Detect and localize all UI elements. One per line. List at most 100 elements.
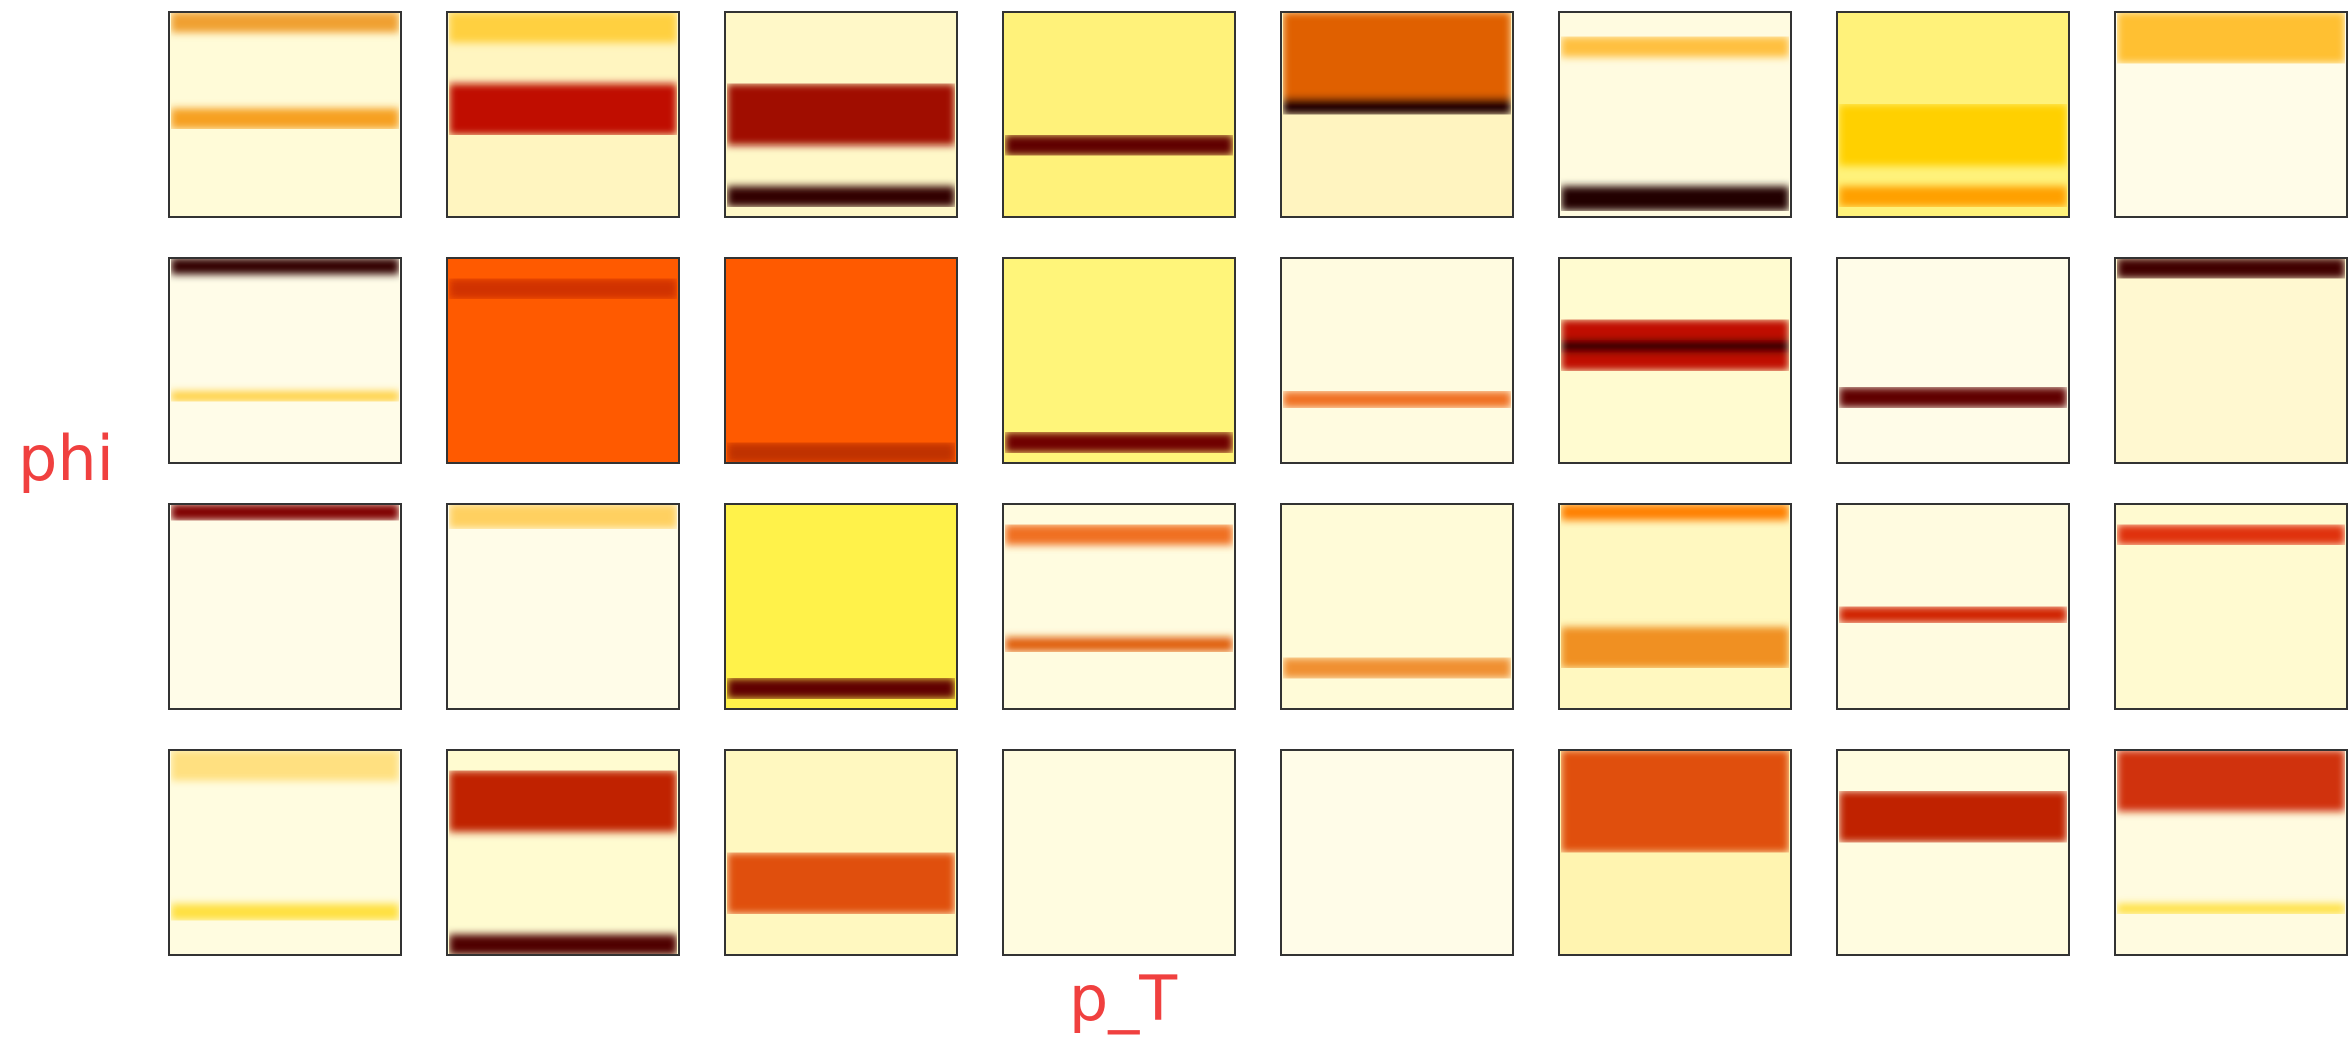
pattern-band — [727, 443, 955, 464]
pattern-band — [449, 504, 677, 529]
pattern-band — [171, 750, 399, 781]
filter-panel — [447, 504, 679, 709]
filter-panel — [169, 504, 401, 709]
filter-panel — [447, 258, 679, 463]
panel-background — [725, 258, 957, 463]
pattern-band — [2117, 12, 2345, 63]
filter-panel — [1003, 504, 1235, 709]
pattern-band — [1005, 525, 1233, 546]
pattern-band — [1561, 627, 1789, 668]
pattern-band — [171, 904, 399, 920]
filter-panel — [169, 750, 401, 955]
panel-pattern — [727, 443, 955, 464]
filter-panel — [2115, 504, 2347, 709]
pattern-band — [1839, 186, 2067, 207]
panel-pattern — [2117, 258, 2345, 279]
pattern-band — [449, 12, 677, 43]
filter-panel — [1559, 750, 1791, 955]
panel-pattern — [449, 504, 677, 529]
x-axis-label: p_T — [1069, 962, 1178, 1035]
panel-pattern — [727, 853, 955, 915]
pattern-band — [1283, 12, 1511, 98]
panel-pattern — [1283, 658, 1511, 679]
panel-pattern — [1005, 135, 1233, 156]
panel-background — [169, 504, 401, 709]
page: phi p_T (() => { const data = JSON.parse… — [0, 0, 2348, 1039]
filter-panel — [2115, 12, 2347, 217]
panel-background — [1003, 12, 1235, 217]
filter-panel — [2115, 258, 2347, 463]
panel-pattern — [1839, 791, 2067, 842]
filter-panel — [1837, 258, 2069, 463]
panel-pattern — [2117, 12, 2345, 63]
filter-panel — [1837, 12, 2069, 217]
pattern-band — [1561, 750, 1789, 853]
filter-panel — [1003, 12, 1235, 217]
pattern-band — [1005, 432, 1233, 453]
figure: phi p_T — [0, 0, 2348, 1039]
filter-panel — [1559, 12, 1791, 217]
filter-panel — [1837, 504, 2069, 709]
pattern-band — [171, 391, 399, 401]
pattern-band — [2117, 904, 2345, 914]
pattern-band — [171, 12, 399, 33]
panel-pattern — [727, 678, 955, 699]
panel-pattern — [171, 504, 399, 520]
filter-panel — [1559, 258, 1791, 463]
pattern-band — [171, 108, 399, 129]
filter-panel — [447, 12, 679, 217]
panel-pattern — [1283, 12, 1511, 115]
pattern-band — [727, 678, 955, 699]
filter-panel — [447, 750, 679, 955]
pattern-band — [1561, 37, 1789, 58]
pattern-band — [2117, 525, 2345, 546]
filter-panel — [725, 258, 957, 463]
panel-background — [1559, 504, 1791, 709]
panel-pattern — [1561, 750, 1789, 853]
filter-panel — [1281, 258, 1513, 463]
panel-pattern — [1283, 391, 1511, 407]
panel-background — [1281, 750, 1513, 955]
pattern-band — [1283, 658, 1511, 679]
filter-panel — [1559, 504, 1791, 709]
panel-pattern — [2117, 525, 2345, 546]
panel-pattern — [1839, 387, 2067, 408]
filter-panel — [169, 12, 401, 217]
filter-panel — [1281, 12, 1513, 217]
pattern-band — [1839, 791, 2067, 842]
panel-background — [1003, 750, 1235, 955]
filter-panel — [1281, 750, 1513, 955]
panel-background — [1281, 258, 1513, 463]
filter-panel — [725, 12, 957, 217]
pattern-band — [727, 853, 955, 915]
filter-panel — [1003, 258, 1235, 463]
pattern-band — [2117, 750, 2345, 812]
pattern-band — [449, 935, 677, 956]
panel-background — [1837, 750, 2069, 955]
filter-panel — [169, 258, 401, 463]
panel-pattern — [1839, 104, 2067, 207]
pattern-band — [2117, 258, 2345, 279]
filter-panel — [1837, 750, 2069, 955]
pattern-band — [1005, 637, 1233, 651]
panel-background — [447, 504, 679, 709]
pattern-band — [1839, 387, 2067, 408]
filter-panel — [725, 750, 957, 955]
panel-pattern — [727, 84, 955, 207]
panel-pattern — [449, 279, 677, 300]
pattern-band — [727, 84, 955, 146]
panel-background — [1837, 258, 2069, 463]
pattern-band — [171, 258, 399, 274]
filter-panel — [725, 504, 957, 709]
pattern-band — [449, 84, 677, 135]
pattern-band — [171, 504, 399, 520]
panel-pattern — [1005, 432, 1233, 453]
filter-panel — [1281, 504, 1513, 709]
pattern-band — [1839, 607, 2067, 623]
pattern-band — [1561, 504, 1789, 520]
pattern-band — [727, 186, 955, 207]
panel-background — [169, 258, 401, 463]
pattern-band — [1839, 104, 2067, 166]
pattern-band — [1283, 391, 1511, 407]
pattern-band — [1561, 186, 1789, 211]
